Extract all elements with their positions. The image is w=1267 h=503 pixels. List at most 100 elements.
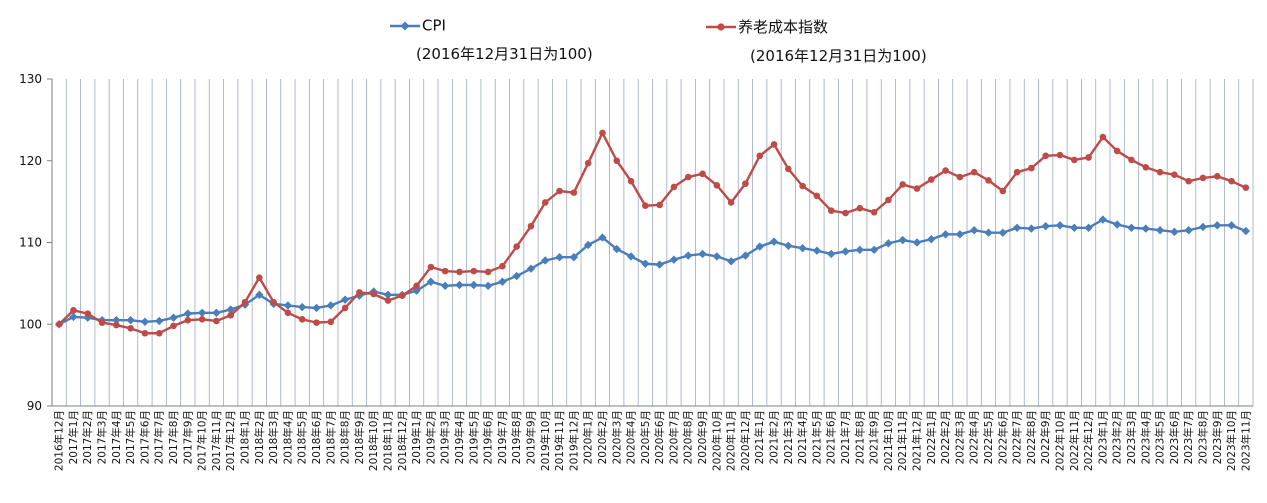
- y-tick-label: 90: [27, 399, 42, 413]
- data-point: [713, 181, 721, 189]
- x-tick-label: 2023年9月: [1211, 410, 1224, 464]
- x-tick-label: 2018年10月: [367, 410, 380, 471]
- y-tick-label: 120: [19, 154, 42, 168]
- data-point: [426, 277, 436, 286]
- data-point: [870, 208, 878, 216]
- data-point: [313, 319, 320, 326]
- data-point: [1199, 174, 1207, 182]
- x-tick-label: 2022年8月: [1025, 410, 1038, 464]
- x-tick-label: 2022年7月: [1011, 410, 1024, 464]
- data-point: [742, 180, 749, 187]
- data-point: [684, 251, 693, 260]
- data-point: [1028, 164, 1035, 172]
- data-point: [1156, 168, 1164, 176]
- data-point: [656, 201, 663, 209]
- x-tick-label: 2019年6月: [482, 410, 495, 464]
- data-point: [556, 187, 563, 195]
- data-point: [856, 204, 864, 212]
- data-point: [512, 271, 521, 281]
- data-point: [1055, 221, 1065, 230]
- data-point: [126, 315, 135, 325]
- x-tick-label: 2017年7月: [153, 410, 166, 464]
- x-tick-label: 2017年6月: [138, 410, 151, 464]
- data-point: [813, 192, 821, 200]
- data-point: [570, 189, 578, 196]
- data-point: [755, 242, 764, 251]
- data-point: [499, 262, 506, 270]
- x-tick-label: 2018年6月: [310, 410, 323, 464]
- data-point: [1042, 152, 1049, 160]
- data-point: [555, 253, 564, 262]
- data-point: [642, 202, 649, 210]
- data-point: [1128, 156, 1135, 164]
- data-point: [756, 152, 764, 160]
- data-point: [712, 252, 722, 261]
- data-point: [812, 246, 822, 255]
- data-point: [326, 301, 336, 310]
- legend-note-cpi: (2016年12月31日为100): [416, 44, 593, 63]
- data-point: [427, 263, 435, 271]
- x-tick-label: 2020年9月: [696, 410, 709, 464]
- data-point: [1155, 226, 1165, 235]
- data-point: [626, 252, 636, 261]
- x-tick-label: 2017年9月: [181, 410, 194, 464]
- data-point: [1142, 163, 1150, 171]
- x-tick-label: 2020年12月: [739, 410, 752, 471]
- data-point: [113, 321, 120, 329]
- data-point: [727, 199, 735, 206]
- data-point: [141, 329, 149, 337]
- data-point: [569, 253, 579, 262]
- data-point: [327, 318, 335, 326]
- pension-legend-marker-icon: [706, 22, 736, 31]
- data-point: [784, 241, 793, 250]
- x-tick-label: 2022年4月: [968, 410, 981, 464]
- x-tick-label: 2021年1月: [753, 410, 766, 464]
- data-point: [298, 316, 306, 323]
- data-point: [970, 168, 978, 176]
- x-tick-label: 2017年2月: [81, 410, 94, 464]
- data-point: [127, 325, 134, 332]
- x-tick-label: 2021年12月: [911, 410, 924, 471]
- x-tick-label: 2021年10月: [882, 410, 895, 471]
- x-tick-label: 2022年11月: [1068, 410, 1081, 471]
- x-tick-label: 2018年7月: [324, 410, 337, 464]
- data-point: [927, 235, 936, 244]
- data-point: [312, 303, 321, 313]
- x-axis-ticks: 2016年12月 2017年1月 2017年2月 2017年3月 2017年4月 2017…: [53, 410, 1253, 471]
- data-point: [226, 305, 235, 314]
- x-tick-label: 2019年4月: [453, 410, 466, 464]
- data-point: [641, 259, 650, 268]
- data-point: [283, 301, 293, 310]
- data-point: [885, 196, 892, 204]
- data-point: [1213, 221, 1222, 230]
- data-point: [1127, 223, 1136, 232]
- data-point: [383, 290, 393, 300]
- x-tick-label: 2018年2月: [253, 410, 266, 464]
- data-point: [70, 307, 77, 314]
- x-tick-label: 2020年10月: [710, 410, 723, 471]
- x-tick-label: 2017年10月: [196, 410, 209, 471]
- data-point: [270, 298, 277, 306]
- data-point: [469, 280, 478, 290]
- data-point: [1041, 221, 1050, 231]
- data-point: [785, 165, 792, 173]
- data-point: [655, 260, 664, 269]
- x-tick-label: 2021年4月: [796, 410, 809, 464]
- x-tick-label: 2020年1月: [582, 410, 595, 464]
- data-point: [1171, 171, 1178, 178]
- x-tick-label: 2023年1月: [1096, 410, 1109, 464]
- data-point: [498, 277, 507, 286]
- data-point: [1113, 147, 1121, 155]
- data-point: [599, 129, 606, 137]
- legend-item-cpi: CPI (2016年12月31日为100): [390, 16, 593, 64]
- data-point: [241, 298, 249, 306]
- x-tick-label: 2019年5月: [467, 410, 480, 464]
- data-point: [899, 181, 907, 188]
- data-point: [1099, 133, 1107, 141]
- data-point: [441, 267, 449, 275]
- x-tick-label: 2017年4月: [110, 410, 123, 464]
- data-point: [1056, 151, 1064, 159]
- x-tick-label: 2020年5月: [639, 410, 652, 464]
- data-point: [985, 177, 992, 184]
- data-point: [769, 237, 779, 246]
